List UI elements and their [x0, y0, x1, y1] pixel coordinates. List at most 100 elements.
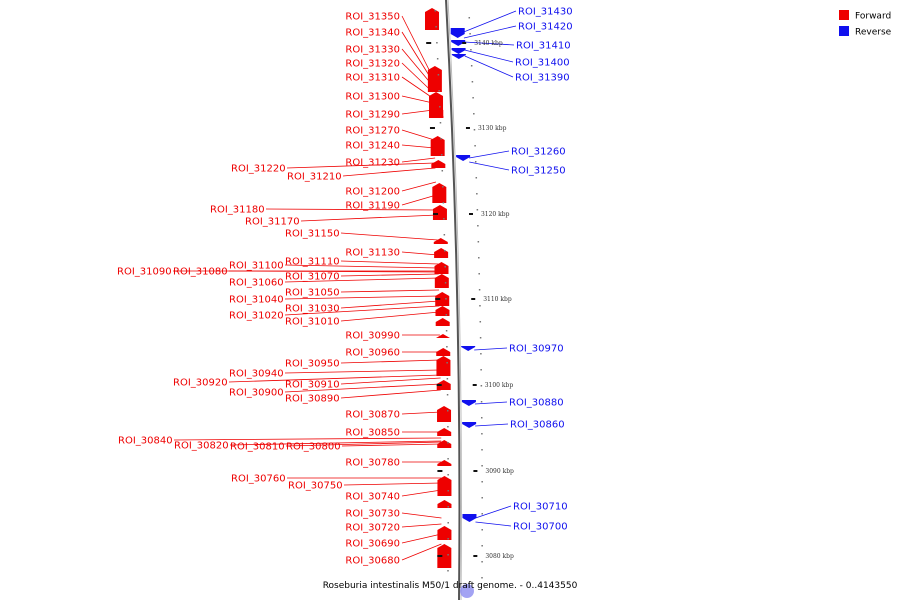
axis-dot	[447, 490, 449, 492]
axis-dot	[481, 433, 483, 435]
forward-gene	[434, 248, 449, 258]
forward-connector	[265, 208, 437, 211]
forward-label: ROI_30690	[345, 539, 400, 550]
axis-dot	[446, 394, 449, 396]
forward-label: ROI_30910	[285, 380, 340, 391]
forward-label: ROI_31270	[345, 126, 400, 137]
reverse-label: ROI_31390	[515, 73, 570, 84]
forward-connector	[401, 109, 434, 115]
axis-dot	[481, 481, 483, 483]
scale-tick-mark	[432, 213, 438, 215]
forward-gene	[437, 526, 452, 540]
forward-label: ROI_31010	[285, 317, 340, 328]
axis-dot	[479, 337, 482, 339]
forward-label: ROI_31100	[229, 261, 284, 272]
axis-dot	[470, 49, 472, 51]
forward-connector	[401, 411, 442, 415]
forward-gene	[424, 8, 439, 30]
forward-label: ROI_31310	[345, 73, 400, 84]
forward-connector	[401, 31, 433, 81]
scale-tick-label: 3090 kbp	[485, 468, 514, 475]
axis-dot	[478, 257, 480, 259]
forward-connector	[401, 251, 439, 256]
forward-label: ROI_31080	[173, 267, 228, 278]
forward-gene	[429, 106, 444, 116]
forward-label: ROI_31040	[229, 295, 284, 306]
axis-dot	[471, 81, 474, 83]
reverse-connector	[474, 401, 508, 405]
forward-connector	[401, 181, 437, 192]
forward-label: ROI_30800	[286, 442, 341, 453]
forward-connector	[401, 129, 435, 141]
axis-dot	[447, 570, 449, 572]
reverse-connector	[463, 10, 517, 33]
scale-tick-mark	[462, 42, 467, 44]
forward-label: ROI_31290	[345, 110, 400, 121]
forward-label: ROI_30870	[345, 410, 400, 421]
axis-dot	[440, 138, 442, 140]
reverse-label: ROI_31410	[516, 41, 571, 52]
axis-dot	[472, 97, 474, 99]
forward-label: ROI_30950	[285, 359, 340, 370]
axis-dot	[477, 225, 479, 227]
forward-gene	[435, 306, 450, 316]
forward-connector	[343, 482, 442, 486]
forward-connector	[401, 62, 433, 93]
axis-dot	[447, 554, 449, 556]
scale-tick-mark	[429, 127, 435, 129]
axis-end-marker	[460, 584, 474, 598]
forward-connector	[340, 232, 438, 241]
forward-connector	[341, 443, 442, 447]
forward-connector	[229, 440, 442, 446]
axis-dot	[480, 417, 483, 419]
axis-dot	[481, 497, 483, 499]
axis-dot	[441, 170, 444, 172]
axis-dot	[439, 106, 441, 108]
axis-dot	[479, 321, 482, 323]
axis-dot	[447, 474, 449, 476]
reverse-label: ROI_30710	[513, 502, 568, 513]
scale-tick-label: 3140 kbp	[474, 40, 503, 47]
axis-dot	[473, 129, 476, 131]
forward-label: ROI_30740	[345, 492, 400, 503]
axis-dot	[475, 177, 478, 179]
forward-gene	[436, 356, 451, 376]
forward-label: ROI_31090	[117, 267, 172, 278]
forward-label: ROI_31170	[245, 217, 300, 228]
reverse-connector	[464, 41, 515, 46]
forward-connector	[284, 305, 440, 316]
forward-connector	[340, 300, 440, 309]
axis-dot	[447, 522, 449, 524]
axis-dot	[446, 346, 448, 348]
forward-label: ROI_31070	[285, 272, 340, 283]
reverse-label: ROI_31420	[518, 22, 573, 33]
axis-dot	[447, 458, 449, 460]
forward-label: ROI_30730	[345, 509, 400, 520]
axis-dot	[473, 113, 475, 115]
forward-label: ROI_30940	[229, 369, 284, 380]
reverse-gene	[451, 40, 466, 46]
axis-dot	[446, 410, 449, 412]
forward-gene	[436, 380, 451, 390]
axis-dot	[445, 298, 447, 300]
reverse-connector	[464, 55, 514, 78]
scale-tick-mark	[436, 384, 442, 386]
reverse-label: ROI_30860	[510, 420, 565, 431]
forward-connector	[340, 260, 439, 265]
reverse-label: ROI_31400	[515, 58, 570, 69]
scale-tick-mark	[473, 470, 478, 472]
forward-label: ROI_31130	[345, 248, 400, 259]
axis-dot	[480, 401, 483, 403]
forward-connector	[401, 15, 433, 76]
forward-label: ROI_30990	[345, 331, 400, 342]
axis-dot	[443, 234, 446, 236]
scale-tick-mark	[471, 298, 476, 300]
forward-connector	[340, 273, 439, 277]
reverse-gene	[461, 346, 476, 351]
forward-label: ROI_30900	[229, 388, 284, 399]
axis-dot	[443, 218, 445, 220]
forward-gene	[437, 544, 452, 568]
forward-connector	[401, 95, 434, 104]
forward-label: ROI_31300	[345, 92, 400, 103]
